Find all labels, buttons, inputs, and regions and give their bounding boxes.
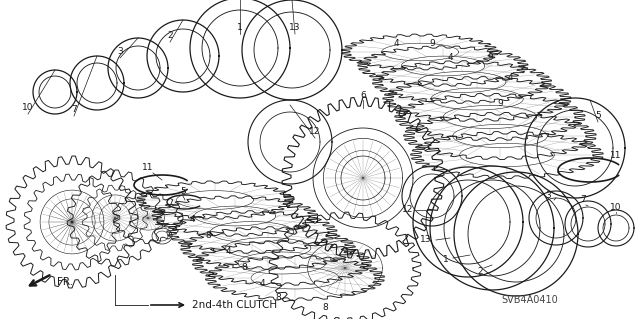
Text: 2: 2 [167,32,173,41]
Text: SVB4A0410: SVB4A0410 [502,295,558,305]
Text: 4: 4 [447,53,453,62]
Text: 1: 1 [237,24,243,33]
Text: 5: 5 [180,188,186,197]
Text: 4: 4 [225,248,231,256]
Text: 8: 8 [205,232,211,241]
Text: 10: 10 [22,103,34,113]
Text: 8: 8 [241,263,247,272]
Text: 4: 4 [393,39,399,48]
Text: 3: 3 [117,48,123,56]
Text: 8: 8 [322,303,328,313]
Text: 7: 7 [580,196,586,204]
Text: 11: 11 [142,164,154,173]
Text: 9: 9 [497,100,503,108]
Text: 7: 7 [71,106,77,115]
Text: 4: 4 [507,73,513,83]
Text: 13: 13 [289,24,301,33]
Text: 13: 13 [420,235,432,244]
Text: 12: 12 [403,205,413,214]
Text: 11: 11 [611,151,621,160]
Text: 1: 1 [443,256,449,264]
Text: 8: 8 [275,293,281,302]
Text: 12: 12 [309,128,321,137]
Text: 4: 4 [189,216,195,225]
Text: 6: 6 [360,91,366,100]
Text: 5: 5 [595,112,601,121]
Text: 2: 2 [477,268,483,277]
Text: 3: 3 [545,190,551,199]
Text: 9: 9 [487,54,493,63]
Text: 2nd-4th CLUTCH: 2nd-4th CLUTCH [193,300,278,310]
Text: 9: 9 [429,40,435,48]
Text: FR.: FR. [57,277,73,287]
Text: 10: 10 [611,204,621,212]
Text: 4: 4 [259,279,265,288]
